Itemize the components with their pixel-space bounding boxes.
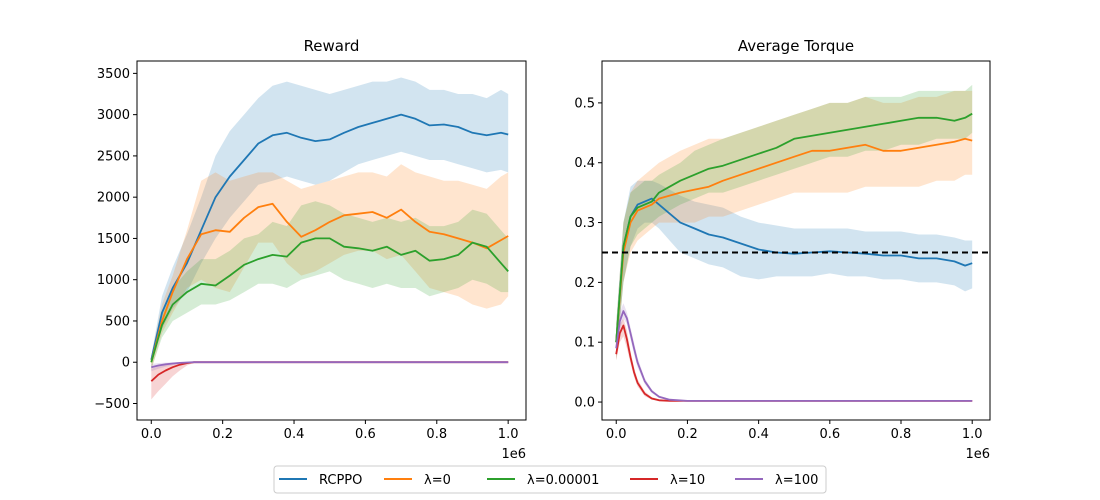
torque-y-tick-label: 0.4 bbox=[574, 156, 595, 171]
reward-x-tick-label: 1.0 bbox=[498, 427, 519, 442]
reward-line-lambda-0 bbox=[150, 202, 509, 363]
torque-band-lambda-0-00001 bbox=[616, 84, 973, 361]
legend-box bbox=[273, 465, 827, 494]
reward-y-tick-label: 2000 bbox=[97, 191, 130, 206]
reward-y-tick-label: 2500 bbox=[97, 149, 130, 164]
reward-chart-title: Reward bbox=[304, 37, 360, 55]
torque-x-tick-label: 0.8 bbox=[891, 427, 912, 442]
torque-y-tick-label: 0.2 bbox=[574, 276, 595, 291]
torque-line-lambda-0 bbox=[615, 137, 973, 343]
reward-y-tick-label: 3000 bbox=[97, 108, 130, 123]
reward-y-tick-label: −500 bbox=[94, 397, 130, 412]
torque-y-tick-label: 0.0 bbox=[574, 396, 595, 411]
torque-chart-title: Average Torque bbox=[738, 37, 854, 55]
legend-items: RCPPO λ=0 λ=0.00001 λ=10 λ=100 bbox=[279, 473, 818, 488]
torque-x-tick-label: 0.2 bbox=[677, 427, 698, 442]
torque-band-lambda-0 bbox=[616, 90, 973, 361]
legend-label-rcppo: RCPPO bbox=[319, 473, 362, 488]
torque-y-tick-label: 0.5 bbox=[574, 96, 595, 111]
torque-chart: Average Torque 0.0 0.2 0.4 0.6 0.8 1.0 0.0 0.1… bbox=[574, 37, 991, 462]
torque-x-tick-label: 0.4 bbox=[748, 427, 769, 442]
torque-x-axis-ticks: 0.0 0.2 0.4 0.6 0.8 1.0 bbox=[606, 420, 983, 442]
reward-confidence-bands bbox=[151, 77, 509, 400]
reward-band-rcppo bbox=[151, 77, 509, 363]
legend-label-lambda-0-00001: λ=0.00001 bbox=[527, 473, 599, 488]
legend-label-lambda-10: λ=10 bbox=[670, 473, 705, 488]
torque-line-lambda-100 bbox=[615, 310, 973, 402]
reward-x-tick-label: 0.2 bbox=[212, 427, 233, 442]
reward-chart: Reward 0.0 0.2 0.4 0.6 0.8 1.0 −500 0 500 1000 15… bbox=[94, 37, 527, 462]
torque-x-scale-label: 1e6 bbox=[965, 447, 990, 462]
reward-x-tick-label: 0.6 bbox=[355, 427, 376, 442]
reward-plot-frame bbox=[136, 60, 527, 421]
reward-y-tick-label: 1000 bbox=[97, 273, 130, 288]
reward-x-tick-label: 0.8 bbox=[426, 427, 447, 442]
torque-x-tick-label: 0.6 bbox=[819, 427, 840, 442]
reward-y-tick-label: 500 bbox=[105, 314, 130, 329]
legend-label-lambda-0: λ=0 bbox=[424, 473, 451, 488]
reward-y-axis-ticks: −500 0 500 1000 1500 2000 2500 3000 3500 bbox=[94, 67, 137, 412]
reward-y-tick-label: 1500 bbox=[97, 232, 130, 247]
reward-y-tick-label: 0 bbox=[122, 356, 130, 371]
torque-x-tick-label: 0.0 bbox=[606, 427, 627, 442]
reward-y-tick-label: 3500 bbox=[97, 67, 130, 82]
torque-plot-frame bbox=[601, 60, 991, 421]
reward-x-scale-label: 1e6 bbox=[501, 447, 526, 462]
torque-band-rcppo bbox=[616, 180, 973, 361]
reward-line-rcppo bbox=[150, 113, 509, 360]
torque-y-tick-label: 0.1 bbox=[574, 336, 595, 351]
torque-y-axis-ticks: 0.0 0.1 0.2 0.3 0.4 0.5 bbox=[574, 96, 602, 411]
torque-line-rcppo bbox=[615, 197, 973, 343]
reward-x-tick-label: 0.4 bbox=[284, 427, 305, 442]
legend-label-lambda-100: λ=100 bbox=[775, 473, 818, 488]
legend: RCPPO λ=0 λ=0.00001 λ=10 λ=100 bbox=[273, 465, 827, 494]
reward-band-lambda-0-00001 bbox=[151, 201, 509, 369]
reward-line-lambda-100 bbox=[151, 361, 509, 369]
torque-y-tick-label: 0.3 bbox=[574, 216, 595, 231]
torque-series-lines bbox=[615, 112, 973, 402]
torque-line-lambda-0-00001 bbox=[615, 112, 973, 343]
torque-x-tick-label: 1.0 bbox=[962, 427, 983, 442]
reward-band-lambda-0 bbox=[151, 164, 509, 371]
reward-x-tick-label: 0.0 bbox=[141, 427, 162, 442]
reward-series-lines bbox=[150, 113, 509, 382]
reward-x-axis-ticks: 0.0 0.2 0.4 0.6 0.8 1.0 bbox=[141, 420, 519, 442]
reward-line-lambda-0-00001 bbox=[150, 237, 509, 363]
